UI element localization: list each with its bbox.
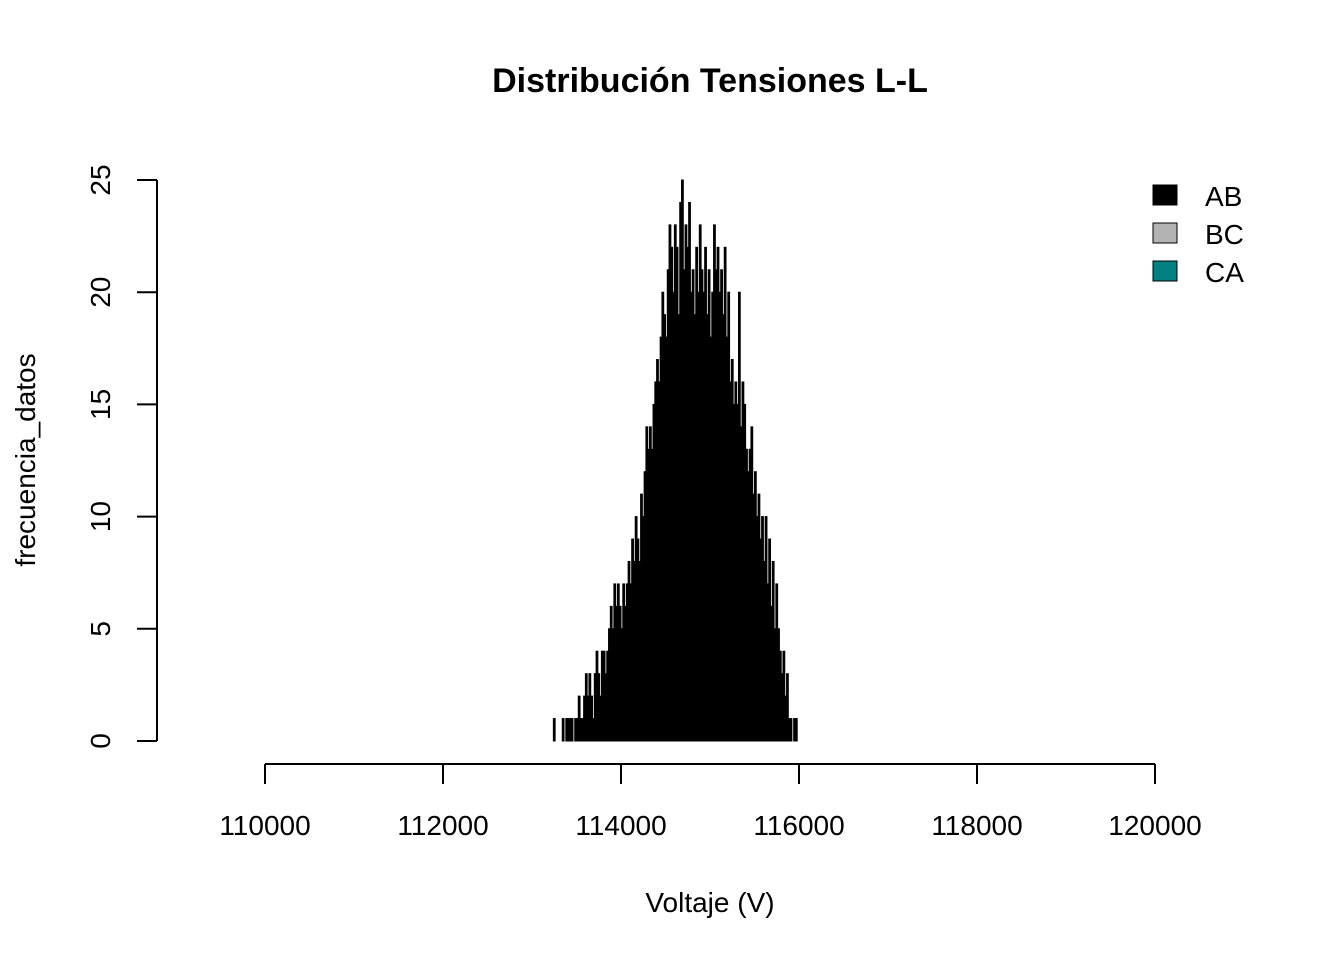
- x-axis: 110000 112000 114000 116000 118000 120000: [219, 763, 1202, 841]
- x-tick-label: 112000: [397, 810, 488, 841]
- legend-label: CA: [1205, 257, 1244, 288]
- y-tick-label: 10: [85, 501, 116, 532]
- y-tick-label: 25: [85, 164, 116, 195]
- legend-swatch: [1152, 260, 1178, 282]
- y-axis-label: frecuencia_datos: [10, 353, 41, 566]
- y-tick-label: 15: [85, 389, 116, 420]
- legend-swatch: [1152, 222, 1178, 244]
- histogram-bar: [552, 718, 556, 742]
- legend-swatch: [1152, 184, 1178, 206]
- legend-label: AB: [1205, 181, 1242, 212]
- legend: AB BC CA: [1152, 181, 1244, 288]
- bars-layer: [552, 179, 798, 742]
- y-tick-label: 5: [85, 621, 116, 637]
- y-axis: 0 5 10 15 20 25: [85, 164, 158, 749]
- x-tick-label: 114000: [575, 810, 666, 841]
- histogram-bar: [561, 718, 565, 742]
- x-tick-label: 120000: [1108, 810, 1201, 841]
- histogram-bar: [789, 718, 793, 742]
- legend-label: BC: [1205, 219, 1244, 250]
- histogram-bar: [786, 673, 789, 742]
- histogram-bar: [570, 718, 574, 742]
- chart-title: Distribución Tensiones L-L: [492, 62, 928, 100]
- histogram-bar: [794, 718, 798, 742]
- x-tick-label: 116000: [753, 810, 844, 841]
- x-tick-label: 110000: [219, 810, 310, 841]
- x-tick-label: 118000: [931, 810, 1022, 841]
- y-tick-label: 0: [85, 733, 116, 749]
- y-tick-label: 20: [85, 277, 116, 308]
- x-axis-label: Voltaje (V): [645, 887, 774, 918]
